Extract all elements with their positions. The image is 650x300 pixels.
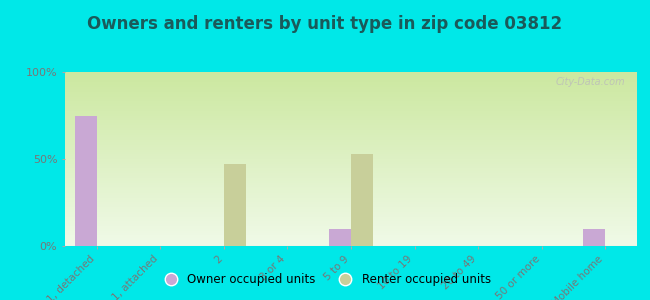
Text: Owners and renters by unit type in zip code 03812: Owners and renters by unit type in zip c… xyxy=(88,15,562,33)
Bar xyxy=(75,116,97,246)
Legend: Owner occupied units, Renter occupied units: Owner occupied units, Renter occupied un… xyxy=(154,269,496,291)
Bar xyxy=(583,229,605,246)
Text: City-Data.com: City-Data.com xyxy=(556,77,625,87)
Bar xyxy=(224,164,246,246)
Bar xyxy=(329,229,351,246)
Bar xyxy=(351,154,373,246)
